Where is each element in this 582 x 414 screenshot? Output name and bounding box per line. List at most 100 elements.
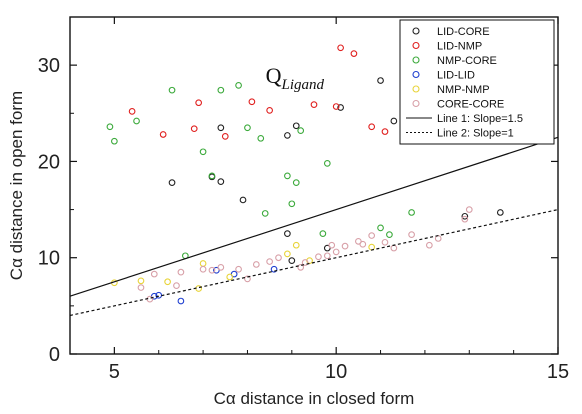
data-point-core-core [235,265,242,273]
legend-label: NMP-NMP [437,84,490,96]
data-point-core-core [297,263,305,271]
y-tick-label: 20 [38,151,60,173]
data-point-nmp-core [257,134,265,142]
data-point-lid-nmp [128,108,136,115]
legend-marker [412,27,420,35]
data-point-lid-lid [177,297,185,305]
data-point-lid-core [217,178,225,185]
x-tick-label: 5 [109,361,120,383]
data-point-nmp-nmp [137,277,145,285]
data-point-nmp-core [168,86,176,94]
legend-marker [412,56,420,64]
data-point-nmp-nmp [292,241,300,249]
data-point-nmp-core [284,172,291,180]
legend-marker [412,99,420,108]
data-point-core-core [244,275,251,283]
x-tick-label: 15 [547,361,569,383]
y-tick-label: 0 [49,344,60,366]
data-point-lid-nmp [310,101,318,108]
legend-box [399,19,555,145]
data-point-nmp-core [292,179,300,186]
legend-label: CORE-CORE [437,99,504,111]
annotation-main-text: Q [266,63,282,88]
data-point-nmp-core [319,230,327,237]
data-point-nmp-core [217,86,225,94]
data-point-lid-core [292,122,300,130]
data-point-lid-core [239,196,247,204]
data-point-lid-nmp [368,123,376,131]
data-point-core-core [368,232,376,239]
data-point-core-core [275,254,282,262]
x-axis-label: Cα distance in closed form [214,389,415,408]
reference-lines-layer [69,136,559,317]
data-point-lid-nmp [337,44,344,52]
data-point-nmp-core [208,172,216,180]
data-point-lid-core [461,212,469,220]
q-ligand-annotation: QLigand [266,63,325,93]
reference-line-1 [69,136,559,297]
data-point-core-core [177,268,185,276]
data-point-nmp-nmp [199,260,207,267]
data-point-lid-nmp [221,133,229,140]
data-point-nmp-core [297,127,305,134]
data-point-nmp-core [386,231,393,238]
data-point-core-core [425,241,433,249]
data-point-lid-lid [270,265,278,273]
data-point-nmp-core [261,210,269,217]
legend-label: LID-NMP [437,41,482,53]
data-point-lid-core [168,179,176,186]
marks-layer [106,44,504,305]
data-point-core-core [332,248,340,256]
data-point-core-core [359,240,367,248]
data-point-core-core [266,258,273,265]
data-point-nmp-core [133,117,140,125]
data-point-nmp-core [235,82,242,89]
data-point-nmp-nmp [226,273,234,281]
data-point-nmp-nmp [284,250,291,258]
data-point-lid-nmp [159,131,167,138]
data-point-lid-nmp [248,98,256,106]
data-point-lid-nmp [332,103,340,110]
data-point-nmp-core [288,200,296,208]
data-point-lid-nmp [195,99,203,107]
legend-label: LID-LID [437,70,475,82]
data-point-lid-nmp [266,107,273,114]
annotation-subscript-text: Ligand [281,77,325,93]
y-tick-label: 30 [38,55,60,77]
data-point-lid-core [217,124,225,132]
data-point-nmp-core [323,160,331,167]
data-point-core-core [465,206,473,213]
legend-label: Line 2: Slope=1 [437,128,514,140]
y-tick-label: 10 [38,248,60,270]
data-point-nmp-core [111,137,118,145]
data-point-core-core [408,231,415,238]
data-point-nmp-core [244,124,251,132]
data-point-lid-nmp [350,50,358,57]
data-point-lid-core [288,257,296,264]
data-point-core-core [173,282,180,289]
data-point-nmp-core [199,148,207,156]
data-point-lid-core [337,104,344,111]
plot-frame [69,16,559,355]
data-point-lid-core [377,77,384,84]
legend-label: Line 1: Slope=1.5 [437,113,523,125]
data-point-lid-core [284,132,291,139]
data-point-core-core [341,242,349,250]
data-point-core-core [208,266,216,274]
data-point-lid-core [284,230,291,237]
data-point-lid-core [496,209,504,216]
legend-marker [412,41,420,50]
legend: LID-CORE LID-NMP NMP-CORE LID-LID NMP-NMP COR… [399,19,555,145]
data-point-core-core [199,265,207,273]
data-point-core-core [323,252,331,260]
legend-label: LID-CORE [437,26,490,38]
data-point-core-core [301,259,309,266]
data-point-lid-nmp [381,128,389,135]
x-tick-label: 10 [325,361,347,383]
data-point-core-core [217,263,225,271]
data-point-nmp-core [408,209,415,216]
data-point-core-core [390,244,398,252]
ticks-layer: 5 10 15 0 10 20 30 [38,16,569,383]
legend-marker [412,85,420,93]
data-point-core-core [328,241,336,249]
